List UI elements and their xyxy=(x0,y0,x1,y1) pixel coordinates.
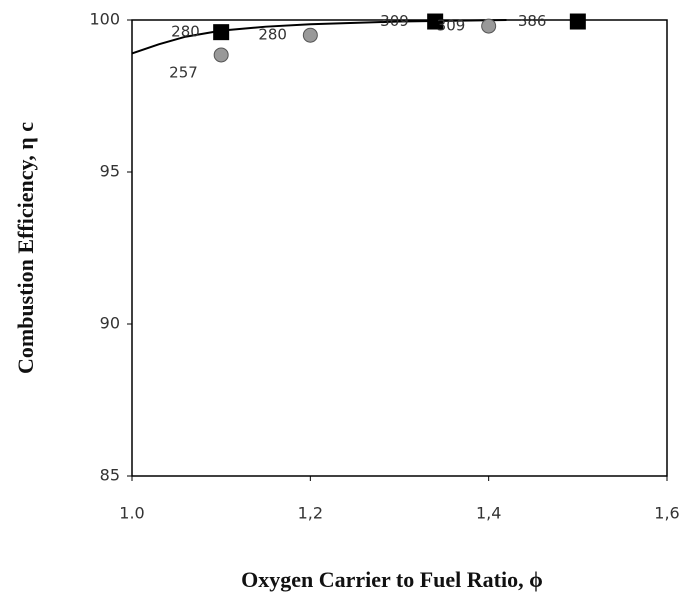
x-tick-label: 1,6 xyxy=(654,504,679,523)
point-label: 257 xyxy=(169,63,198,81)
y-tick-label: 95 xyxy=(100,162,120,181)
circle-marker xyxy=(213,47,229,63)
circle-marker xyxy=(481,18,497,34)
y-tick-label: 90 xyxy=(100,314,120,333)
y-tick-label: 85 xyxy=(100,466,120,485)
point-label: 280 xyxy=(171,23,200,41)
circle-marker xyxy=(302,27,318,43)
point-label: 309 xyxy=(437,17,466,35)
y-axis-title: Combustion Efficiency, η c xyxy=(13,122,38,374)
square-marker xyxy=(427,13,444,30)
point-label: 386 xyxy=(518,12,547,30)
x-tick-label: 1,4 xyxy=(476,504,501,523)
point-label: 280 xyxy=(258,26,287,44)
square-marker xyxy=(569,13,586,30)
y-tick-label: 100 xyxy=(89,10,120,29)
plot-frame xyxy=(131,19,668,477)
x-axis-title: Oxygen Carrier to Fuel Ratio, ϕ xyxy=(241,567,543,592)
square-marker xyxy=(213,24,230,41)
line xyxy=(131,19,507,55)
point-label: 309 xyxy=(380,12,409,30)
x-tick-label: 1.0 xyxy=(119,504,144,523)
x-tick-label: 1,2 xyxy=(298,504,323,523)
